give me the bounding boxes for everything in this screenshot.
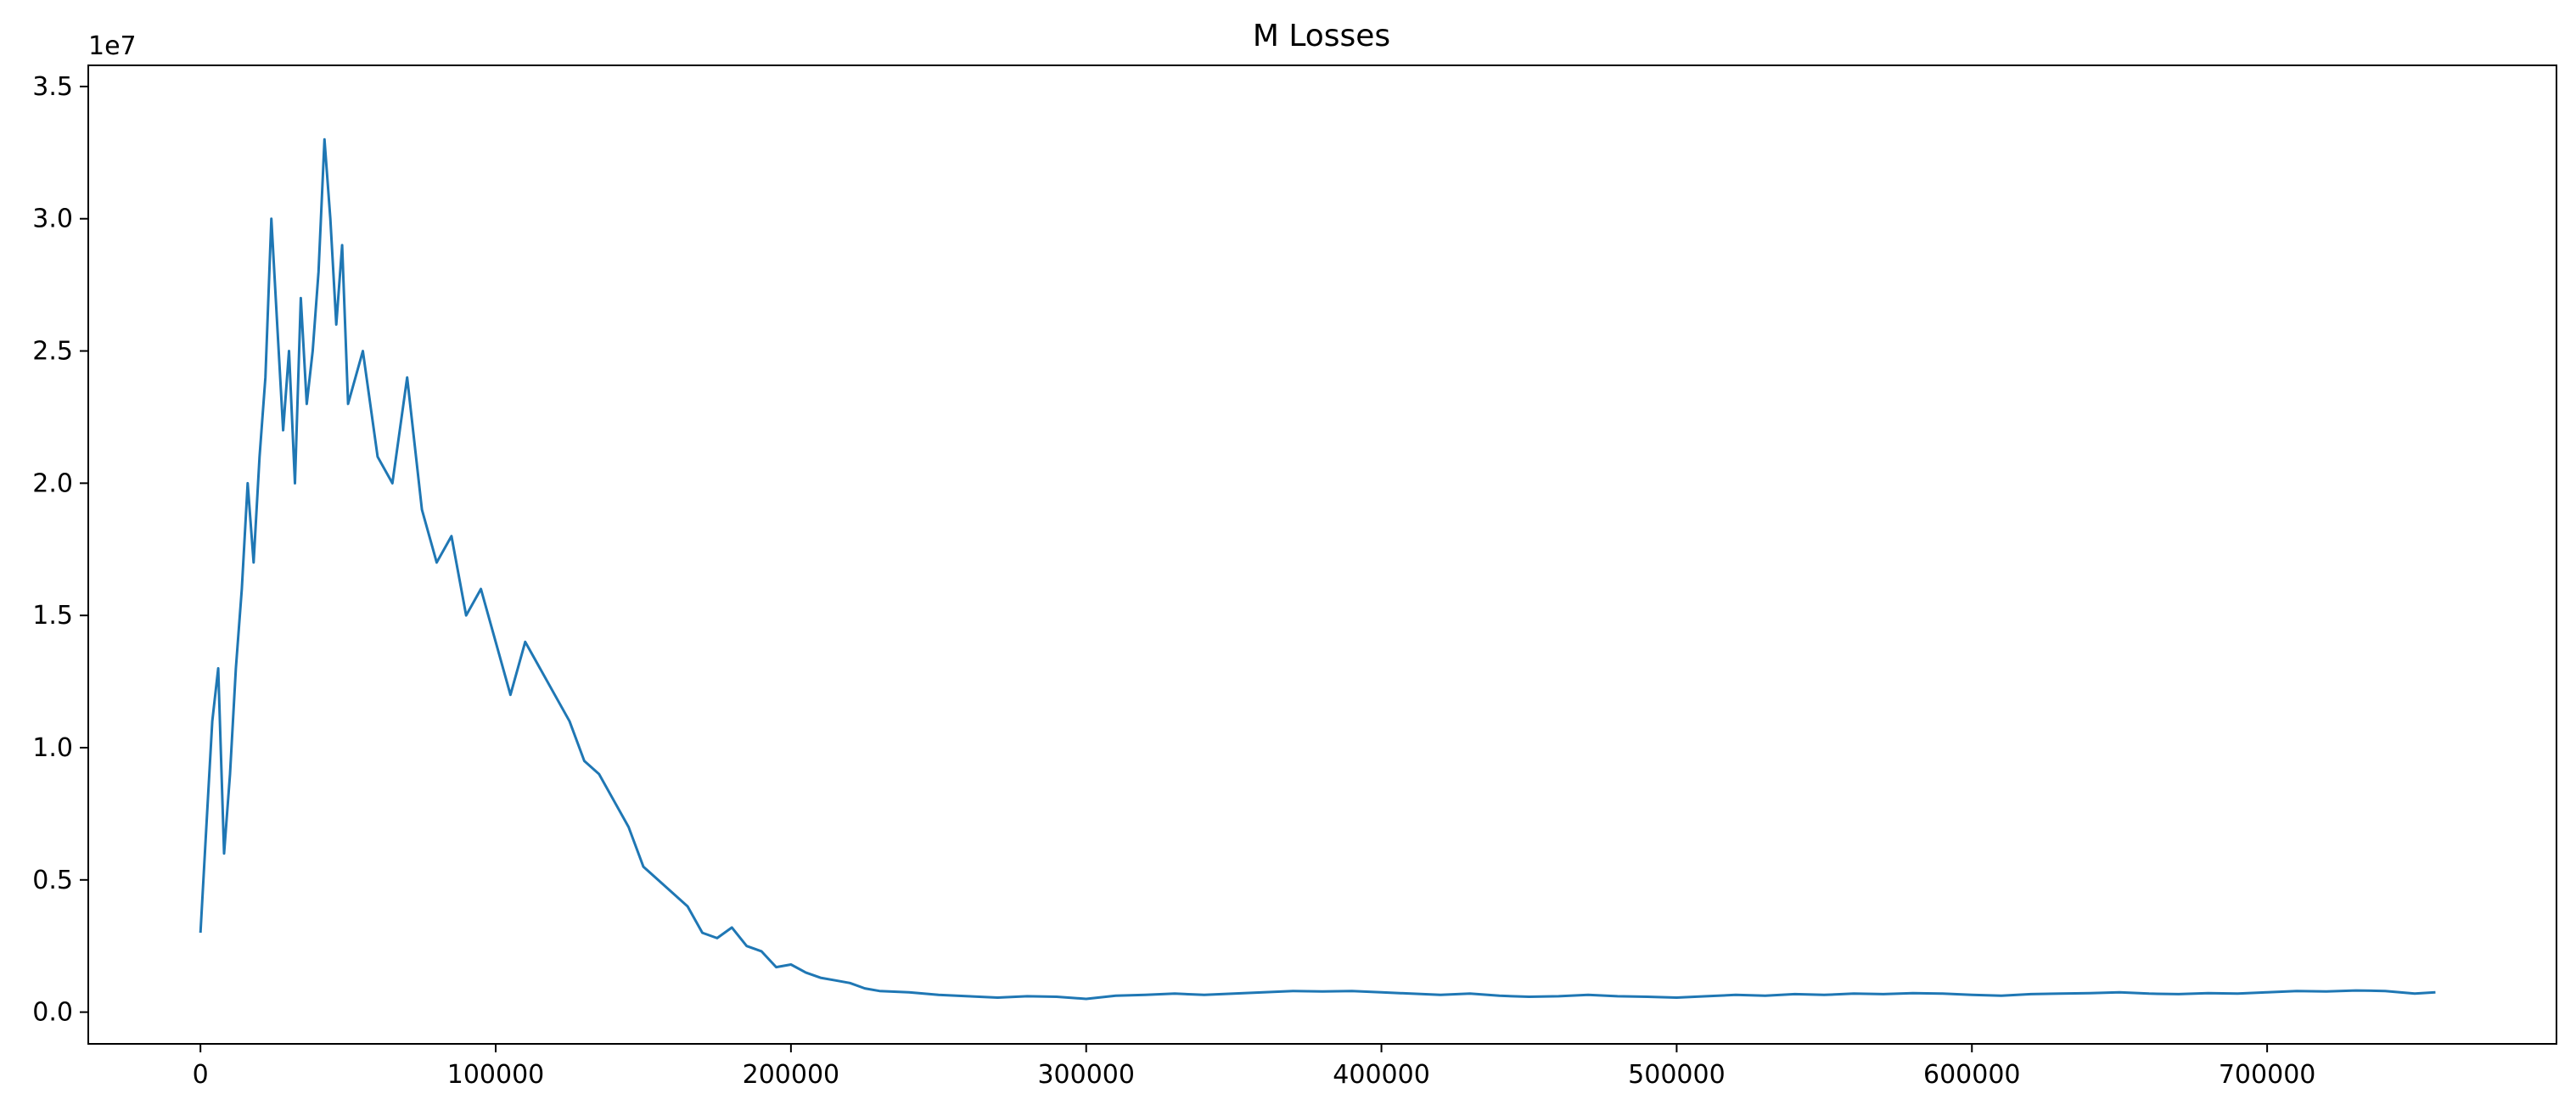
x-tick-label: 400000 xyxy=(1333,1060,1430,1090)
y-tick-label: 2.0 xyxy=(32,468,73,498)
plot-frame xyxy=(87,64,2557,1045)
y-tick-label: 1.5 xyxy=(32,601,73,631)
series-line-0 xyxy=(199,137,2436,1001)
x-axis: 0 100000 200000 300000 400000 500000 600000 700… xyxy=(193,1044,2316,1090)
y-tick-label: 1.0 xyxy=(32,733,73,763)
chart-title: M Losses xyxy=(1253,19,1390,53)
x-tick-label: 700000 xyxy=(2219,1060,2316,1090)
y-tick-label: 3.0 xyxy=(32,205,73,234)
x-tick-label: 600000 xyxy=(1923,1060,2021,1090)
x-tick-label: 500000 xyxy=(1628,1060,1726,1090)
x-tick-label: 0 xyxy=(193,1060,209,1090)
y-tick-label: 3.5 xyxy=(32,72,73,102)
y-tick-label: 0.5 xyxy=(32,866,73,895)
y-tick-label: 0.0 xyxy=(32,998,73,1028)
x-tick-label: 200000 xyxy=(743,1060,840,1090)
y-axis-offset-label: 1e7 xyxy=(88,31,137,61)
series-layer xyxy=(199,137,2436,1001)
x-tick-label: 300000 xyxy=(1037,1060,1135,1090)
y-tick-label: 2.5 xyxy=(32,337,73,367)
x-tick-label: 100000 xyxy=(447,1060,545,1090)
y-axis: 0.0 0.5 1.0 1.5 2.0 2.5 3.0 3.5 xyxy=(32,72,88,1028)
